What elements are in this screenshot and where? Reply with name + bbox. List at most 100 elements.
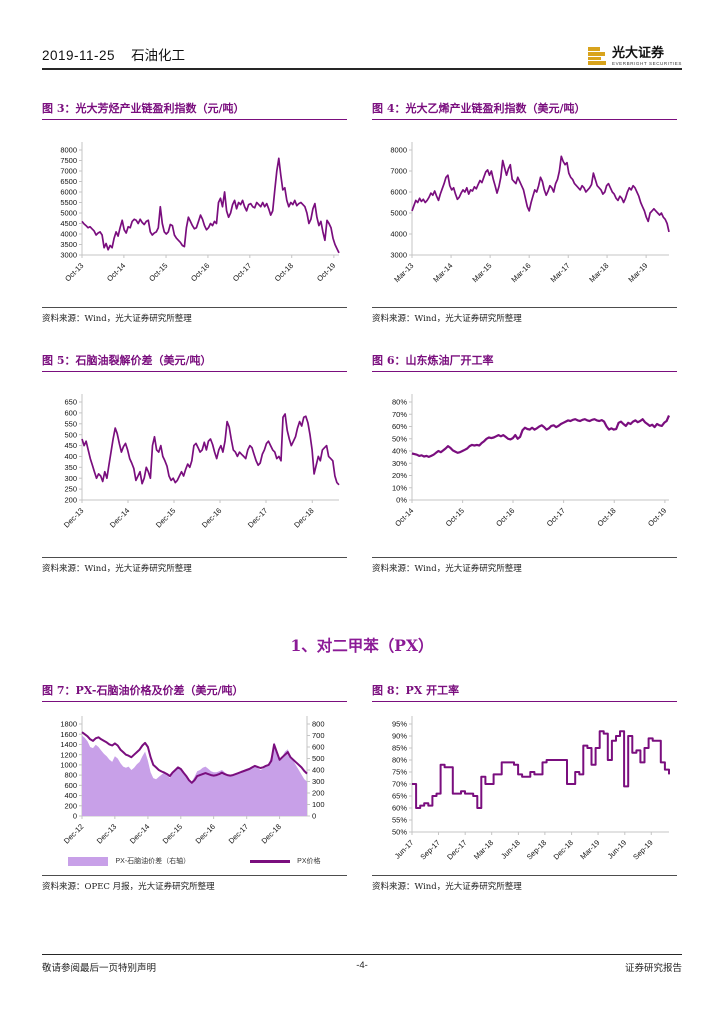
- svg-text:Dec-14: Dec-14: [108, 506, 131, 529]
- svg-text:250: 250: [64, 485, 77, 494]
- svg-text:600: 600: [312, 743, 325, 752]
- svg-text:200: 200: [312, 789, 325, 798]
- svg-text:Mar-15: Mar-15: [470, 261, 493, 284]
- svg-text:70%: 70%: [392, 410, 407, 419]
- page-footer: 敬请参阅最后一页特别声明 -4- 证券研究报告: [42, 954, 682, 974]
- section-heading-px: 1、对二甲苯（PX）: [290, 636, 434, 655]
- svg-text:80%: 80%: [392, 756, 407, 765]
- svg-text:8000: 8000: [390, 146, 407, 155]
- figure-7-source: 资料来源：OPEC 月报，光大证券研究所整理: [42, 875, 347, 892]
- svg-text:600: 600: [64, 408, 77, 417]
- figure-4-source: 资料来源：Wind，光大证券研究所整理: [372, 307, 677, 324]
- svg-text:Dec-18: Dec-18: [552, 838, 575, 861]
- svg-text:Oct-17: Oct-17: [545, 506, 567, 528]
- everbright-logo: 光大证券 EVERBRIGHT SECURITIES: [587, 47, 682, 66]
- svg-text:4000: 4000: [390, 230, 407, 239]
- svg-text:Mar-18: Mar-18: [472, 838, 495, 861]
- svg-text:3000: 3000: [390, 251, 407, 260]
- figure-3-title: 图 3：光大芳烃产业链盈利指数（元/吨）: [42, 100, 347, 120]
- legend-line-label: PX价格: [297, 858, 321, 865]
- svg-text:Oct-16: Oct-16: [189, 261, 211, 283]
- svg-text:Oct-15: Oct-15: [147, 261, 169, 283]
- svg-text:Oct-17: Oct-17: [231, 261, 253, 283]
- svg-text:4000: 4000: [60, 230, 77, 239]
- logo-name-en: EVERBRIGHT SECURITIES: [611, 60, 682, 66]
- svg-text:500: 500: [64, 430, 77, 439]
- fig8-chart: 50%55%60%65%70%75%80%85%90%95%Jun-17 Sep-…: [392, 716, 670, 862]
- svg-text:Oct-18: Oct-18: [595, 506, 617, 528]
- svg-text:600: 600: [64, 781, 77, 790]
- svg-text:1400: 1400: [60, 740, 77, 749]
- svg-text:0: 0: [312, 812, 316, 821]
- legend-line-swatch: [250, 859, 291, 863]
- svg-text:95%: 95%: [392, 720, 407, 729]
- svg-text:Oct-15: Oct-15: [444, 506, 466, 528]
- figure-6-title: 图 6：山东炼油厂开工率: [372, 352, 677, 372]
- svg-text:Oct-14: Oct-14: [105, 261, 127, 283]
- legend-area-label: PX-石脑油价差（右轴）: [115, 858, 191, 865]
- svg-text:Oct-19: Oct-19: [646, 506, 668, 528]
- figure-card-7: 图 7：PX-石脑油价格及价差（美元/吨） 0 200 400 600 800 1000 1…: [42, 682, 347, 892]
- svg-text:500: 500: [312, 754, 325, 763]
- svg-text:7000: 7000: [60, 167, 77, 176]
- svg-text:100: 100: [312, 800, 325, 809]
- svg-text:Jun-17: Jun-17: [393, 838, 416, 861]
- figure-5-title: 图 5：石脑油裂解价差（美元/吨）: [42, 352, 347, 372]
- svg-text:50%: 50%: [392, 828, 407, 837]
- svg-text:6000: 6000: [390, 188, 407, 197]
- figure-card-6: 图 6：山东炼油厂开工率 0% 10% 20% 30% 40% 50% 60% 70% 80% O…: [372, 352, 677, 574]
- legend-area-swatch: [68, 856, 109, 866]
- svg-text:350: 350: [64, 463, 77, 472]
- svg-text:0: 0: [73, 812, 77, 821]
- figure-3-source: 资料来源：Wind，光大证券研究所整理: [42, 307, 347, 324]
- figure-card-3: 图 3：光大芳烃产业链盈利指数（元/吨） 3000 3500 4000 4500 500…: [42, 100, 347, 324]
- svg-text:Dec-15: Dec-15: [161, 822, 184, 845]
- figure-card-5: 图 5：石脑油裂解价差（美元/吨） 200 250 300 350 400 450 500 5…: [42, 352, 347, 574]
- svg-text:Dec-14: Dec-14: [128, 822, 151, 845]
- svg-text:85%: 85%: [392, 744, 407, 753]
- svg-text:Dec-17: Dec-17: [246, 506, 269, 529]
- svg-text:Mar-19: Mar-19: [626, 261, 649, 284]
- svg-text:Sep-18: Sep-18: [525, 838, 548, 861]
- svg-text:Oct-14: Oct-14: [393, 506, 415, 528]
- svg-text:Mar-14: Mar-14: [431, 261, 454, 284]
- svg-text:Dec-16: Dec-16: [200, 506, 223, 529]
- svg-text:1600: 1600: [60, 730, 77, 739]
- svg-text:Oct-19: Oct-19: [315, 261, 337, 283]
- figure-7-title: 图 7：PX-石脑油价格及价差（美元/吨）: [42, 682, 347, 702]
- svg-text:65%: 65%: [392, 792, 407, 801]
- svg-text:Dec-13: Dec-13: [95, 822, 118, 845]
- logo-text: 光大证券 EVERBRIGHT SECURITIES: [612, 47, 682, 66]
- svg-text:400: 400: [64, 452, 77, 461]
- svg-text:Mar-17: Mar-17: [549, 261, 572, 284]
- svg-text:450: 450: [64, 441, 77, 450]
- svg-text:Sep-19: Sep-19: [631, 838, 654, 861]
- svg-text:3000: 3000: [60, 251, 77, 260]
- figure-card-4: 图 4：光大乙烯产业链盈利指数（美元/吨） 3000 4000 5000 6000 70…: [372, 100, 677, 324]
- svg-text:Sep-17: Sep-17: [418, 838, 441, 861]
- svg-text:Mar-19: Mar-19: [578, 838, 601, 861]
- svg-text:800: 800: [312, 720, 325, 729]
- svg-text:5500: 5500: [60, 198, 77, 207]
- footer-disclaimer: 敬请参阅最后一页特别声明: [42, 963, 157, 974]
- svg-text:200: 200: [64, 801, 77, 810]
- svg-text:Dec-17: Dec-17: [445, 838, 468, 861]
- svg-text:Oct-18: Oct-18: [273, 261, 295, 283]
- svg-text:40%: 40%: [392, 447, 407, 456]
- svg-text:300: 300: [64, 474, 77, 483]
- svg-text:8000: 8000: [60, 146, 77, 155]
- svg-text:75%: 75%: [392, 768, 407, 777]
- svg-text:3500: 3500: [60, 240, 77, 249]
- footer-page-number: -4-: [356, 960, 368, 971]
- svg-text:Dec-15: Dec-15: [154, 506, 177, 529]
- svg-text:6000: 6000: [60, 188, 77, 197]
- svg-text:6500: 6500: [60, 177, 77, 186]
- svg-text:10%: 10%: [392, 483, 407, 492]
- svg-text:800: 800: [64, 771, 77, 780]
- figure-4-title: 图 4：光大乙烯产业链盈利指数（美元/吨）: [372, 100, 677, 120]
- report-sector: 石油化工: [131, 48, 186, 63]
- svg-text:1200: 1200: [60, 750, 77, 759]
